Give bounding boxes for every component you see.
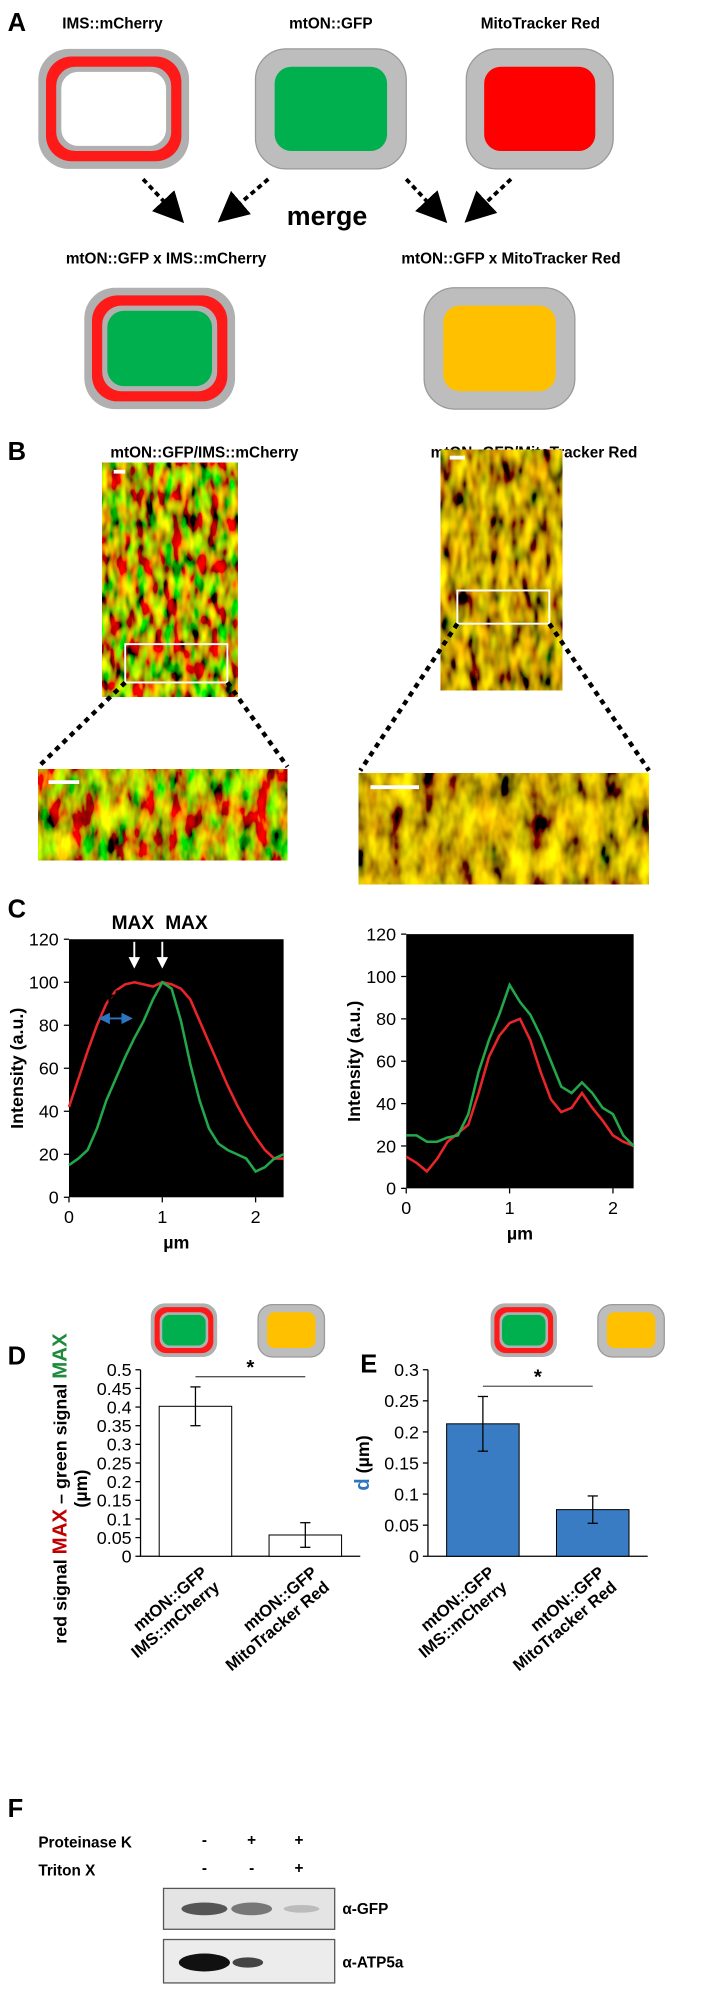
- image-title: mtON::GFP/IMS::mCherry: [110, 445, 298, 462]
- plot-area: [406, 934, 634, 1189]
- x-tick-label: 0: [401, 1198, 411, 1218]
- sign: -: [249, 1860, 254, 1877]
- y-tick-label: 0.25: [384, 1391, 419, 1411]
- y-tick-label: 0.5: [107, 1360, 132, 1380]
- y-tick-label: 60: [376, 1052, 396, 1072]
- cell-label: IMS::mCherry: [62, 15, 163, 32]
- y-axis-label-part: MAX: [49, 1509, 71, 1555]
- x-tick-label: 2: [251, 1207, 261, 1227]
- y-tick-label: 0.35: [97, 1416, 132, 1436]
- panel-letter: C: [8, 896, 26, 924]
- panel-letter: F: [8, 1795, 24, 1823]
- data-line: [406, 981, 635, 1147]
- y-tick-label: 40: [376, 1094, 396, 1114]
- sign: -: [202, 1860, 207, 1877]
- y-tick-label: 0: [122, 1547, 132, 1567]
- merge-arrows: [141, 177, 513, 224]
- y-tick-label: 0.2: [107, 1472, 132, 1492]
- y-axis-unit: (µm): [71, 1469, 91, 1507]
- bar: [158, 1405, 233, 1557]
- y-tick-label: 0: [49, 1188, 59, 1208]
- cartoon-cells: [38, 48, 614, 410]
- y-tick-label: 20: [39, 1145, 59, 1165]
- merge-label: merge: [287, 201, 367, 231]
- merge-title: mtON::GFP x IMS::mCherry: [66, 250, 267, 267]
- x-tick-label: mtON::GFPIMS::mCherry: [115, 1562, 223, 1662]
- y-axis-label: d (µm): [352, 1435, 374, 1491]
- x-tick-label: 0: [64, 1207, 74, 1227]
- max-annotation: MAX: [112, 913, 155, 934]
- y-tick-label: 0.3: [394, 1360, 419, 1380]
- y-tick-label: 80: [376, 1009, 396, 1029]
- row-label: Triton X: [38, 1863, 96, 1880]
- antibody-label: α-ATP5a: [342, 1955, 404, 1972]
- sign: +: [294, 1832, 303, 1849]
- max-annotation: MAX: [165, 913, 208, 934]
- cell-label: mtON::GFP: [289, 15, 372, 32]
- x-tick-label: 1: [505, 1198, 515, 1218]
- significance: *: [534, 1367, 542, 1389]
- significance: *: [246, 1357, 254, 1379]
- y-tick-label: 0.2: [394, 1422, 419, 1442]
- y-tick-label: 40: [39, 1102, 59, 1122]
- cell-label: MitoTracker Red: [481, 15, 600, 32]
- y-tick-label: 80: [39, 1016, 59, 1036]
- data-line: [405, 1017, 635, 1174]
- y-tick-label: 0.45: [97, 1379, 132, 1399]
- y-tick-label: 120: [366, 925, 396, 945]
- x-tick-label: 2: [608, 1198, 618, 1218]
- y-tick-label: 20: [376, 1136, 396, 1156]
- x-tick-label: mtON::GFPIMS::mCherry: [403, 1562, 511, 1662]
- antibody-label: α-GFP: [342, 1901, 388, 1918]
- y-axis-label-part: red signal: [50, 1554, 70, 1643]
- y-axis-label-part: (µm): [353, 1435, 373, 1478]
- y-tick-label: 0.3: [107, 1435, 132, 1455]
- row-label: Proteinase K: [38, 1835, 132, 1852]
- x-tick-label: mtON::GFPMitoTracker Red: [497, 1563, 620, 1675]
- data-line: [67, 980, 284, 1160]
- y-tick-label: 0.05: [97, 1528, 132, 1548]
- x-tick-label: 1: [157, 1207, 167, 1227]
- sign: +: [247, 1832, 256, 1849]
- y-tick-label: 0.1: [394, 1484, 419, 1504]
- y-tick-label: 120: [29, 930, 59, 950]
- d-annotation: d: [107, 989, 119, 1011]
- sign: +: [294, 1860, 303, 1877]
- y-tick-label: 0: [409, 1547, 419, 1567]
- y-tick-label: 60: [39, 1059, 59, 1079]
- y-axis-label: Intensity (a.u.): [344, 1001, 364, 1122]
- x-axis-label: µm: [507, 1223, 533, 1243]
- legend-cartoons: [150, 1303, 665, 1358]
- western-blot: [162, 1887, 336, 1984]
- sign: -: [202, 1832, 207, 1849]
- y-axis-label-part: – green signal: [50, 1379, 70, 1509]
- x-axis-label: µm: [163, 1232, 189, 1252]
- y-tick-label: 0.15: [384, 1453, 419, 1473]
- y-axis-label-part: d: [352, 1478, 374, 1490]
- y-tick-label: 0.4: [107, 1397, 132, 1417]
- data-line: [68, 980, 285, 1174]
- panel-letter: D: [8, 1343, 26, 1371]
- panel-letter: B: [8, 438, 26, 466]
- y-tick-label: 100: [366, 967, 396, 987]
- panel-letter: A: [8, 9, 26, 37]
- micrographs: [36, 449, 651, 885]
- panel-letter: E: [360, 1350, 377, 1378]
- y-tick-label: 0.15: [97, 1491, 132, 1511]
- y-tick-label: 0.25: [97, 1453, 132, 1473]
- y-axis-label-part: MAX: [49, 1333, 71, 1379]
- y-tick-label: 0.1: [107, 1509, 132, 1529]
- plot-area: [68, 939, 284, 1198]
- y-axis-label: red signal MAX – green signal MAX: [49, 1333, 71, 1644]
- y-axis-label: Intensity (a.u.): [7, 1008, 27, 1129]
- merge-title: mtON::GFP x MitoTracker Red: [401, 250, 620, 267]
- y-tick-label: 0: [386, 1179, 396, 1199]
- y-tick-label: 100: [29, 973, 59, 993]
- x-tick-label: mtON::GFPMitoTracker Red: [210, 1563, 333, 1675]
- y-tick-label: 0.05: [384, 1516, 419, 1536]
